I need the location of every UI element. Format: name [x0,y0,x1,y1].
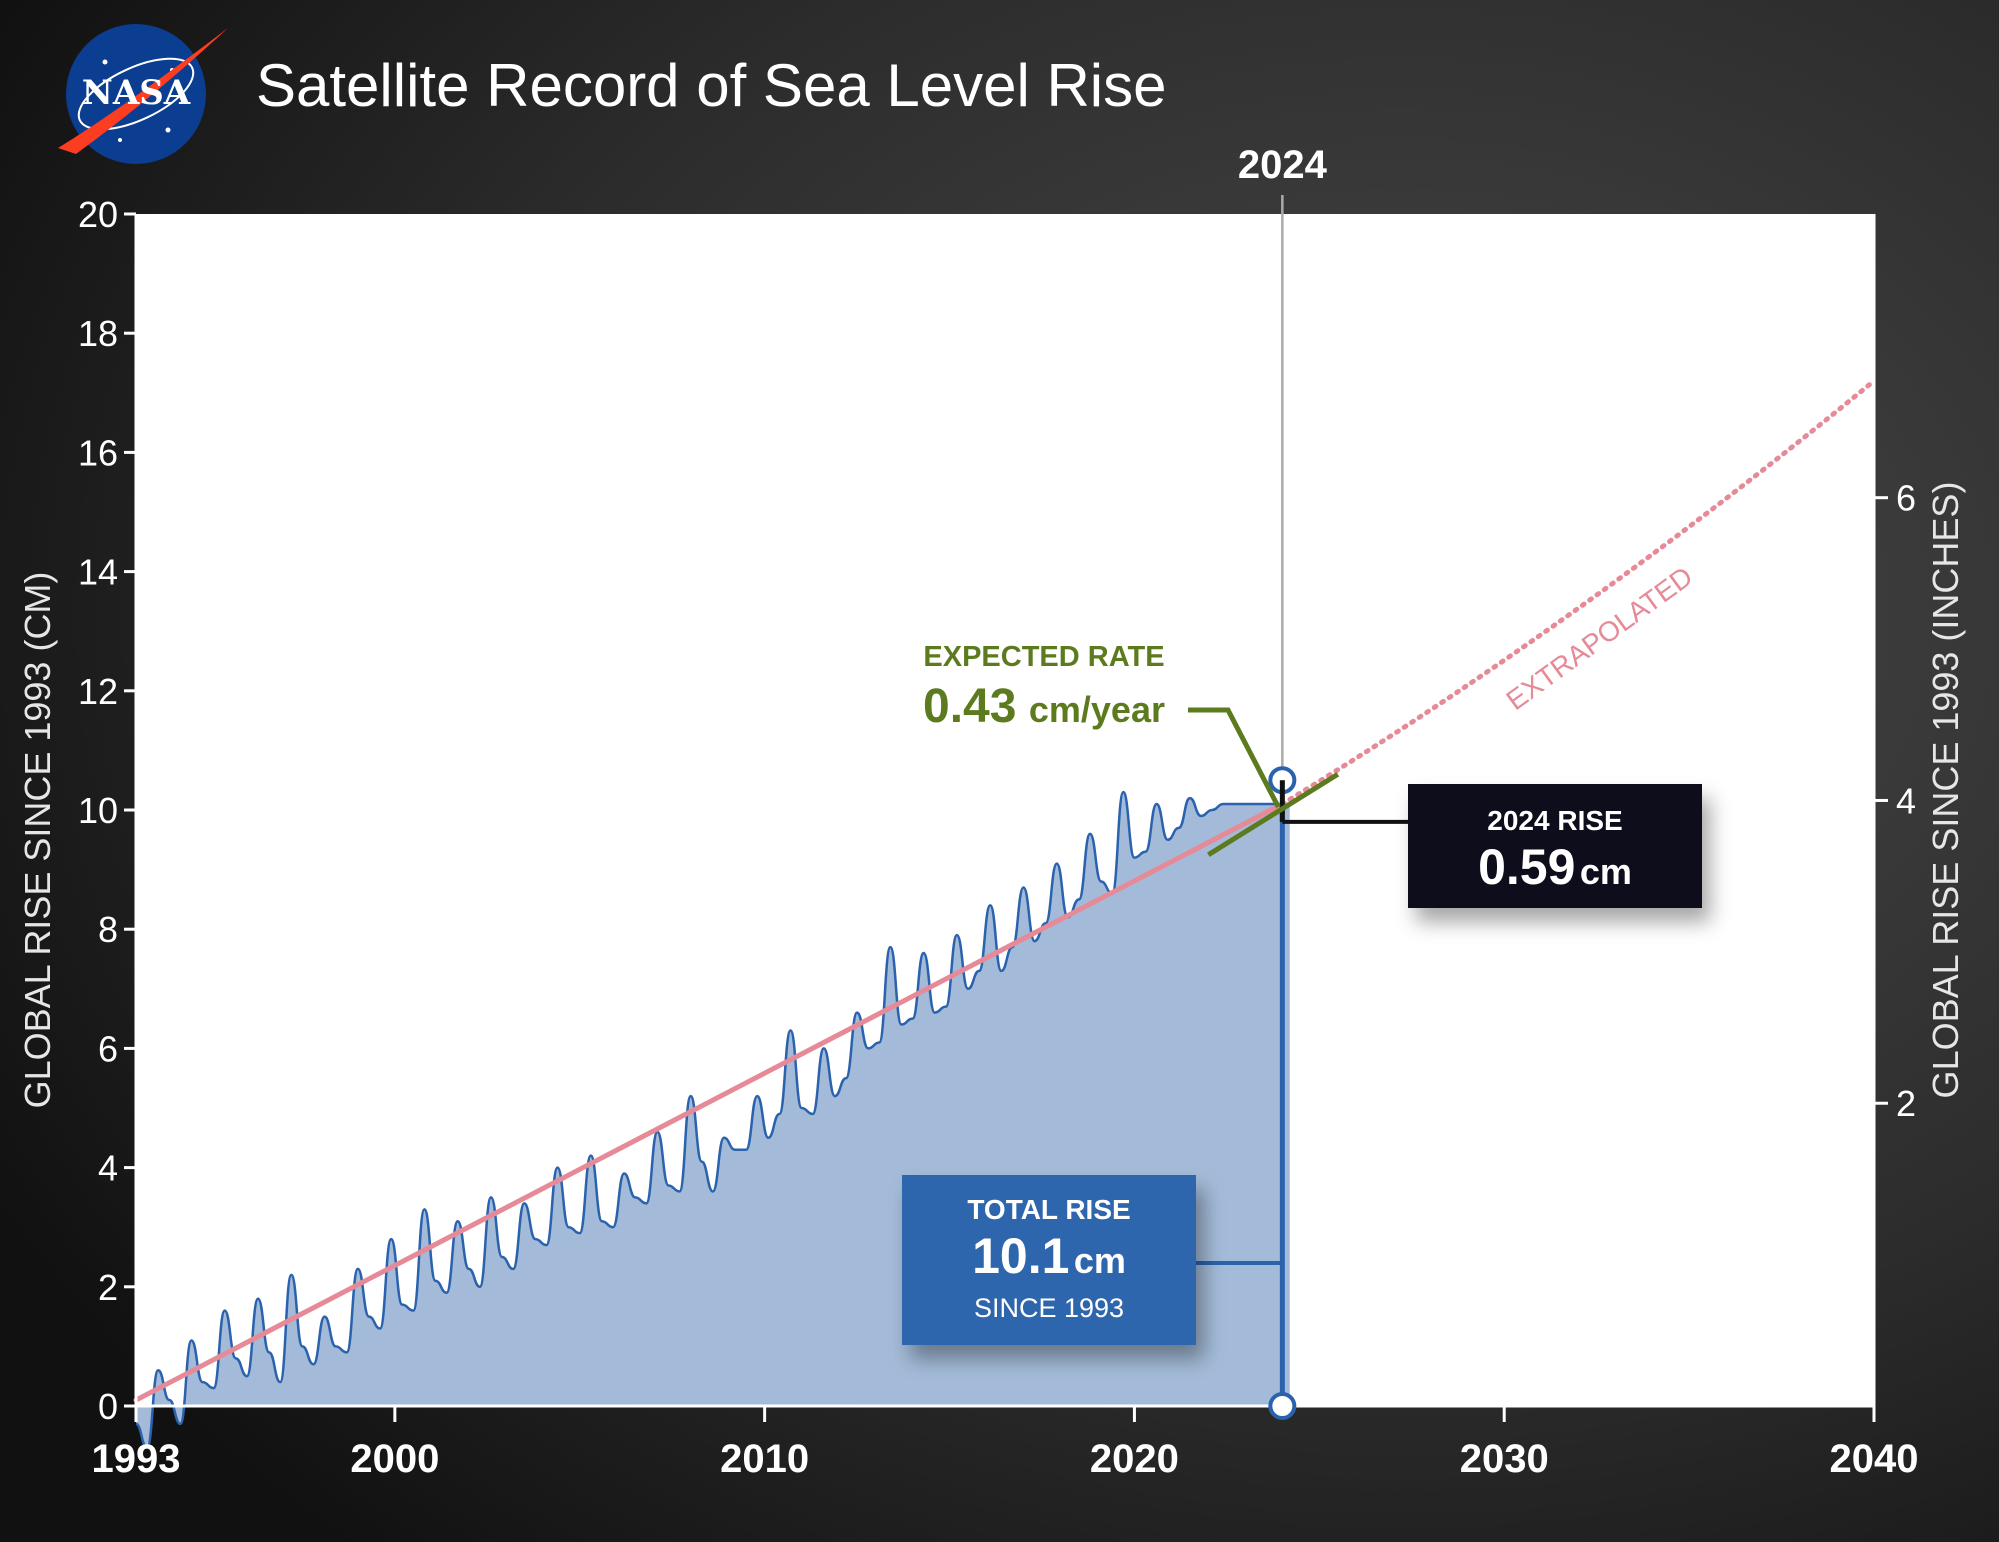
total-rise-since: SINCE 1993 [974,1293,1124,1323]
expected-rate-segment [1207,772,1340,857]
y-tick-label: 14 [78,552,118,593]
expected-rate-label: EXPECTED RATE [923,641,1164,673]
y-tick-label: 8 [98,909,118,950]
y-tick-label: 20 [78,194,118,235]
y2-tick-label: 6 [1896,478,1916,519]
nasa-logo-orbit [77,57,195,131]
y-tick-label: 6 [98,1028,118,1069]
y2-tick-label: 4 [1896,780,1916,821]
x-tick-label: 2000 [350,1437,439,1481]
nasa-logo-text: NASA [82,73,191,113]
y-tick-label: 16 [78,432,118,473]
y-axis-label-right: GLOBAL RISE SINCE 1993 (INCHES) [1925,482,1966,1099]
y-tick-label: 12 [78,671,118,712]
y-tick-label: 2 [98,1267,118,1308]
x-tick-label: 2040 [1830,1437,1919,1481]
total-rise-number: 10.1 [972,1228,1069,1284]
nasa-logo-star [118,138,122,142]
total-rise-box [902,1175,1196,1345]
expected-rate-leader [1188,707,1281,809]
series-line [135,790,1290,1449]
axes-group: 0 2 4 6 8 10 12 14 16 18 20 1993 2000 2010 2020 2030 204… [78,194,1919,1481]
y-tick-label: 0 [98,1386,118,1427]
y-tick-label: 10 [78,790,118,831]
trend-line-solid [133,801,1285,1403]
x-tick-label: 2030 [1460,1437,1549,1481]
y-tick-label: 4 [98,1148,118,1189]
total-rise-unit: cm [1074,1240,1126,1281]
rise-2024-number: 0.59 [1478,839,1575,895]
nasa-logo-star [165,127,171,133]
x-tick-label: 2010 [720,1437,809,1481]
x-tick-label: 1993 [92,1437,181,1481]
nasa-logo-vector [58,28,228,154]
expected-rate-unit: cm/year [1029,689,1165,730]
rise-2024-value: 0.59 cm [1478,839,1632,895]
total-rise-label: TOTAL RISE [967,1194,1130,1225]
rise-2024-label: 2024 RISE [1487,805,1622,836]
nasa-logo: NASA [58,24,228,164]
annotation-group [1188,707,1410,1420]
expected-rate-value: 0.43 cm/year [923,680,1165,733]
marker-bottom-circle [1268,1392,1297,1420]
marker-year-label: 2024 [1238,143,1328,187]
x-tick-label: 2020 [1090,1437,1179,1481]
trend-line-extrapolated [1279,378,1877,807]
nasa-logo-star [102,59,108,65]
page-title: Satellite Record of Sea Level Rise [256,52,1167,119]
y-tick-label: 18 [78,313,118,354]
y2-tick-label: 2 [1896,1083,1916,1124]
trend-group [133,378,1877,1403]
rise-2024-unit: cm [1580,851,1632,892]
y-axis-label-left: GLOBAL RISE SINCE 1993 (CM) [17,572,58,1109]
rise-2024-box [1408,784,1702,908]
expected-rate-number: 0.43 [923,680,1016,733]
total-rise-value: 10.1 cm [972,1228,1126,1284]
